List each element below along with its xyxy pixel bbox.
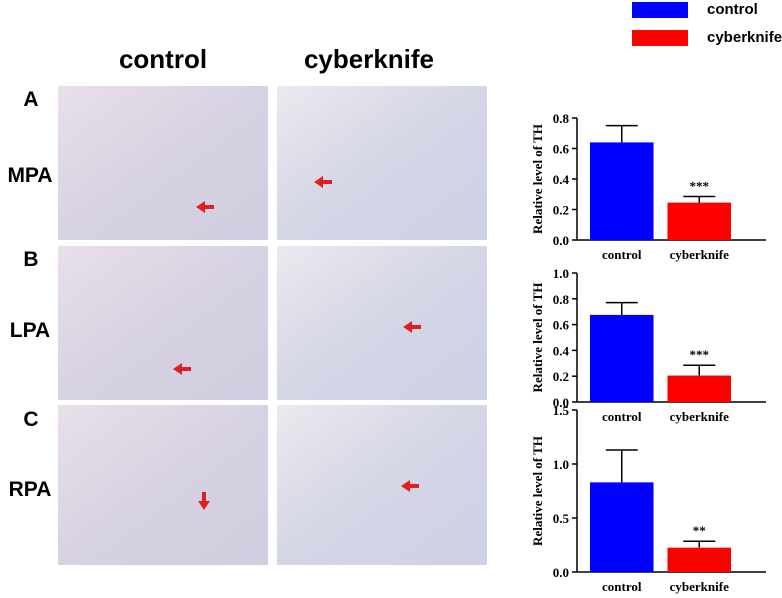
row-label: LPA (10, 319, 50, 342)
y-axis-label: Relative level of TH (530, 436, 545, 546)
y-tick-label: 1.0 (553, 266, 569, 281)
micrograph (277, 86, 487, 240)
micrograph (277, 405, 487, 565)
y-tick-label: 0.8 (553, 292, 570, 307)
y-tick-label: 1.0 (553, 457, 569, 472)
micrograph (58, 405, 268, 565)
y-axis-label: Relative level of TH (530, 124, 545, 234)
y-axis-label: Relative level of TH (530, 283, 545, 393)
x-tick-label: cyberknife (670, 579, 729, 594)
bar (667, 547, 732, 572)
arrow (403, 321, 421, 333)
micrograph (58, 86, 268, 240)
bar (589, 142, 654, 240)
y-tick-label: 0.2 (553, 369, 569, 384)
micrograph (277, 246, 487, 400)
arrow (314, 176, 332, 188)
row-letter: C (23, 408, 38, 431)
legend-swatch (632, 2, 688, 18)
significance: *** (690, 179, 710, 194)
y-tick-label: 0.0 (553, 233, 569, 248)
bar (667, 375, 732, 402)
x-tick-label: cyberknife (670, 247, 729, 262)
significance: *** (690, 347, 710, 362)
y-tick-label: 0.6 (553, 318, 570, 333)
x-tick-label: control (602, 247, 642, 262)
bar (667, 202, 732, 240)
x-tick-label: cyberknife (670, 409, 729, 424)
y-tick-label: 0.4 (553, 172, 570, 187)
micrograph (58, 246, 268, 400)
legend-swatch (632, 30, 688, 46)
micrographs (58, 86, 487, 565)
legend-label: control (707, 1, 758, 18)
y-tick-label: 0.8 (553, 111, 570, 126)
y-tick-label: 0.5 (553, 511, 570, 526)
arrow (196, 201, 214, 213)
arrow (401, 480, 419, 492)
y-tick-label: 0.0 (553, 565, 569, 580)
significance: ** (693, 523, 706, 538)
y-tick-label: 0.6 (553, 142, 570, 157)
y-tick-label: 0.4 (553, 343, 570, 358)
bar (589, 482, 654, 572)
y-tick-label: 0.2 (553, 203, 569, 218)
bar (589, 314, 654, 402)
legend-label: cyberknife (707, 29, 782, 46)
row-label: MPA (7, 164, 52, 187)
x-tick-label: control (602, 579, 642, 594)
y-tick-label: 0.0 (553, 395, 569, 410)
row-letter: B (23, 248, 38, 271)
row-label: RPA (9, 478, 52, 501)
arrow (198, 492, 210, 510)
arrow (173, 363, 191, 375)
column-header: control (119, 44, 207, 74)
row-letter: A (23, 88, 38, 111)
x-tick-label: control (602, 409, 642, 424)
y-tick-label: 1.5 (553, 403, 570, 418)
column-header: cyberknife (304, 44, 434, 74)
